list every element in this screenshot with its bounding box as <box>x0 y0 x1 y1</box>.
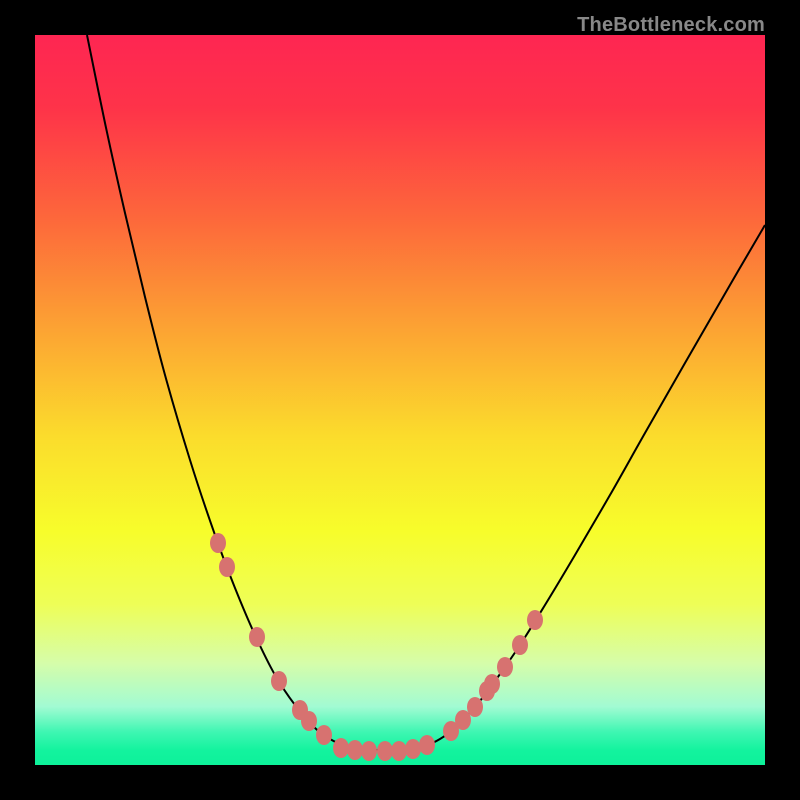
curve-bead <box>467 697 483 717</box>
curve-bead <box>405 739 421 759</box>
curve-bead <box>219 557 235 577</box>
curve-bead <box>271 671 287 691</box>
curve-bead <box>316 725 332 745</box>
curve-bead <box>484 674 500 694</box>
curve-bead <box>419 735 435 755</box>
curve-bead <box>377 741 393 761</box>
curve-bead <box>347 740 363 760</box>
curve-bead <box>512 635 528 655</box>
curve-bead <box>497 657 513 677</box>
chart-plot-area <box>35 35 765 765</box>
curve-bead <box>361 741 377 761</box>
curve-bead <box>301 711 317 731</box>
curve-bead <box>249 627 265 647</box>
curve-bead <box>333 738 349 758</box>
curve-bead <box>391 741 407 761</box>
chart-curve-layer <box>35 35 765 765</box>
bottleneck-curve <box>87 35 765 750</box>
watermark-text: TheBottleneck.com <box>577 14 765 37</box>
curve-bead <box>527 610 543 630</box>
curve-bead <box>210 533 226 553</box>
